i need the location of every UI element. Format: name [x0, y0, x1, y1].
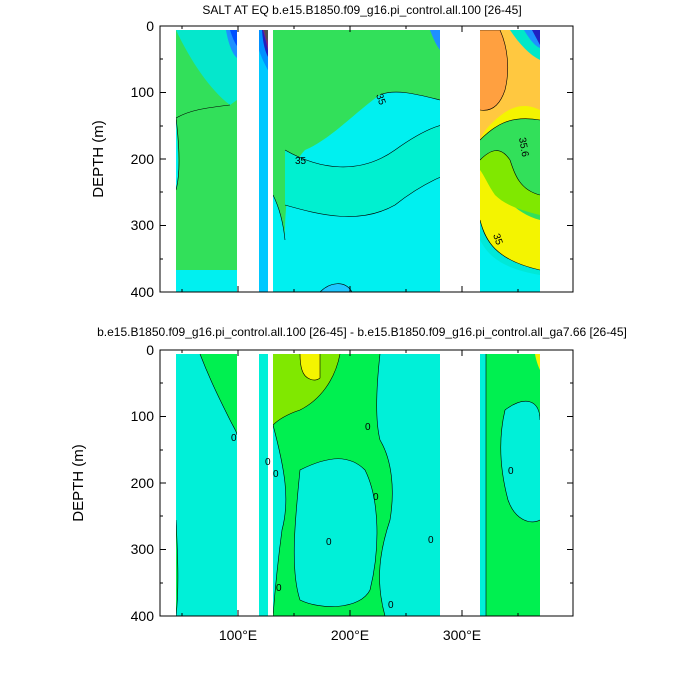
y-tick-label: 100 [131, 84, 155, 100]
y-tick-label: 400 [131, 608, 155, 624]
top-y-axis-title: DEPTH (m) [90, 120, 107, 198]
y-tick-label: 200 [131, 151, 155, 167]
bottom-y-tick-labels: 0 100 200 300 400 [131, 342, 155, 624]
bottom-panel: b.e15.B1850.f09_g16.pi_control.all.100 [… [70, 325, 627, 643]
top-panel-title: SALT AT EQ b.e15.B1850.f09_g16.pi_contro… [202, 3, 521, 17]
bottom-contour-label: 0 [231, 433, 237, 444]
y-tick-label: 200 [131, 475, 155, 491]
bottom-contour-label: 0 [326, 537, 332, 548]
x-tick-label: 100°E [219, 627, 257, 643]
bottom-contour-label: 0 [388, 600, 394, 611]
top-contour-label: 35 [295, 156, 307, 167]
top-y-tick-labels: 0 100 200 300 400 [131, 18, 155, 300]
top-ticks [160, 25, 573, 293]
top-contour-label: 35 [373, 92, 387, 107]
y-tick-label: 0 [146, 18, 154, 34]
top-panel: SALT AT EQ b.e15.B1850.f09_g16.pi_contro… [90, 3, 574, 300]
y-tick-label: 300 [131, 217, 155, 233]
bottom-panel-title: b.e15.B1850.f09_g16.pi_control.all.100 [… [97, 325, 627, 339]
y-tick-label: 400 [131, 284, 155, 300]
y-tick-label: 0 [146, 342, 154, 358]
bottom-contour-label: 0 [265, 457, 271, 468]
bottom-contour-field [176, 350, 540, 616]
bottom-x-tick-labels: 100°E 200°E 300°E [219, 627, 481, 643]
bottom-west-cyan [176, 354, 237, 616]
bottom-contour-label: 0 [273, 469, 279, 480]
top-contour-labels: 35 35 35.6 35 [295, 92, 530, 247]
x-tick-label: 300°E [443, 627, 481, 643]
bottom-contour-labels: 0 0 0 0 0 0 0 0 0 0 [231, 422, 514, 611]
top-contour-label: 35.6 [516, 137, 530, 159]
top-contour-field [176, 26, 540, 292]
bottom-east-cyan [376, 354, 440, 616]
top-central-green [273, 30, 440, 235]
x-tick-label: 200°E [331, 627, 369, 643]
bottom-ticks [160, 349, 573, 617]
bottom-contour-label: 0 [508, 466, 514, 477]
bottom-y-axis-title: DEPTH (m) [70, 444, 87, 522]
bottom-contour-label: 0 [373, 492, 379, 503]
bottom-contour-label: 0 [365, 422, 371, 433]
y-tick-label: 300 [131, 541, 155, 557]
bottom-contour-label: 0 [428, 535, 434, 546]
y-tick-label: 100 [131, 408, 155, 424]
top-contour-label: 35 [490, 232, 504, 247]
bottom-contour-label: 0 [276, 583, 282, 594]
